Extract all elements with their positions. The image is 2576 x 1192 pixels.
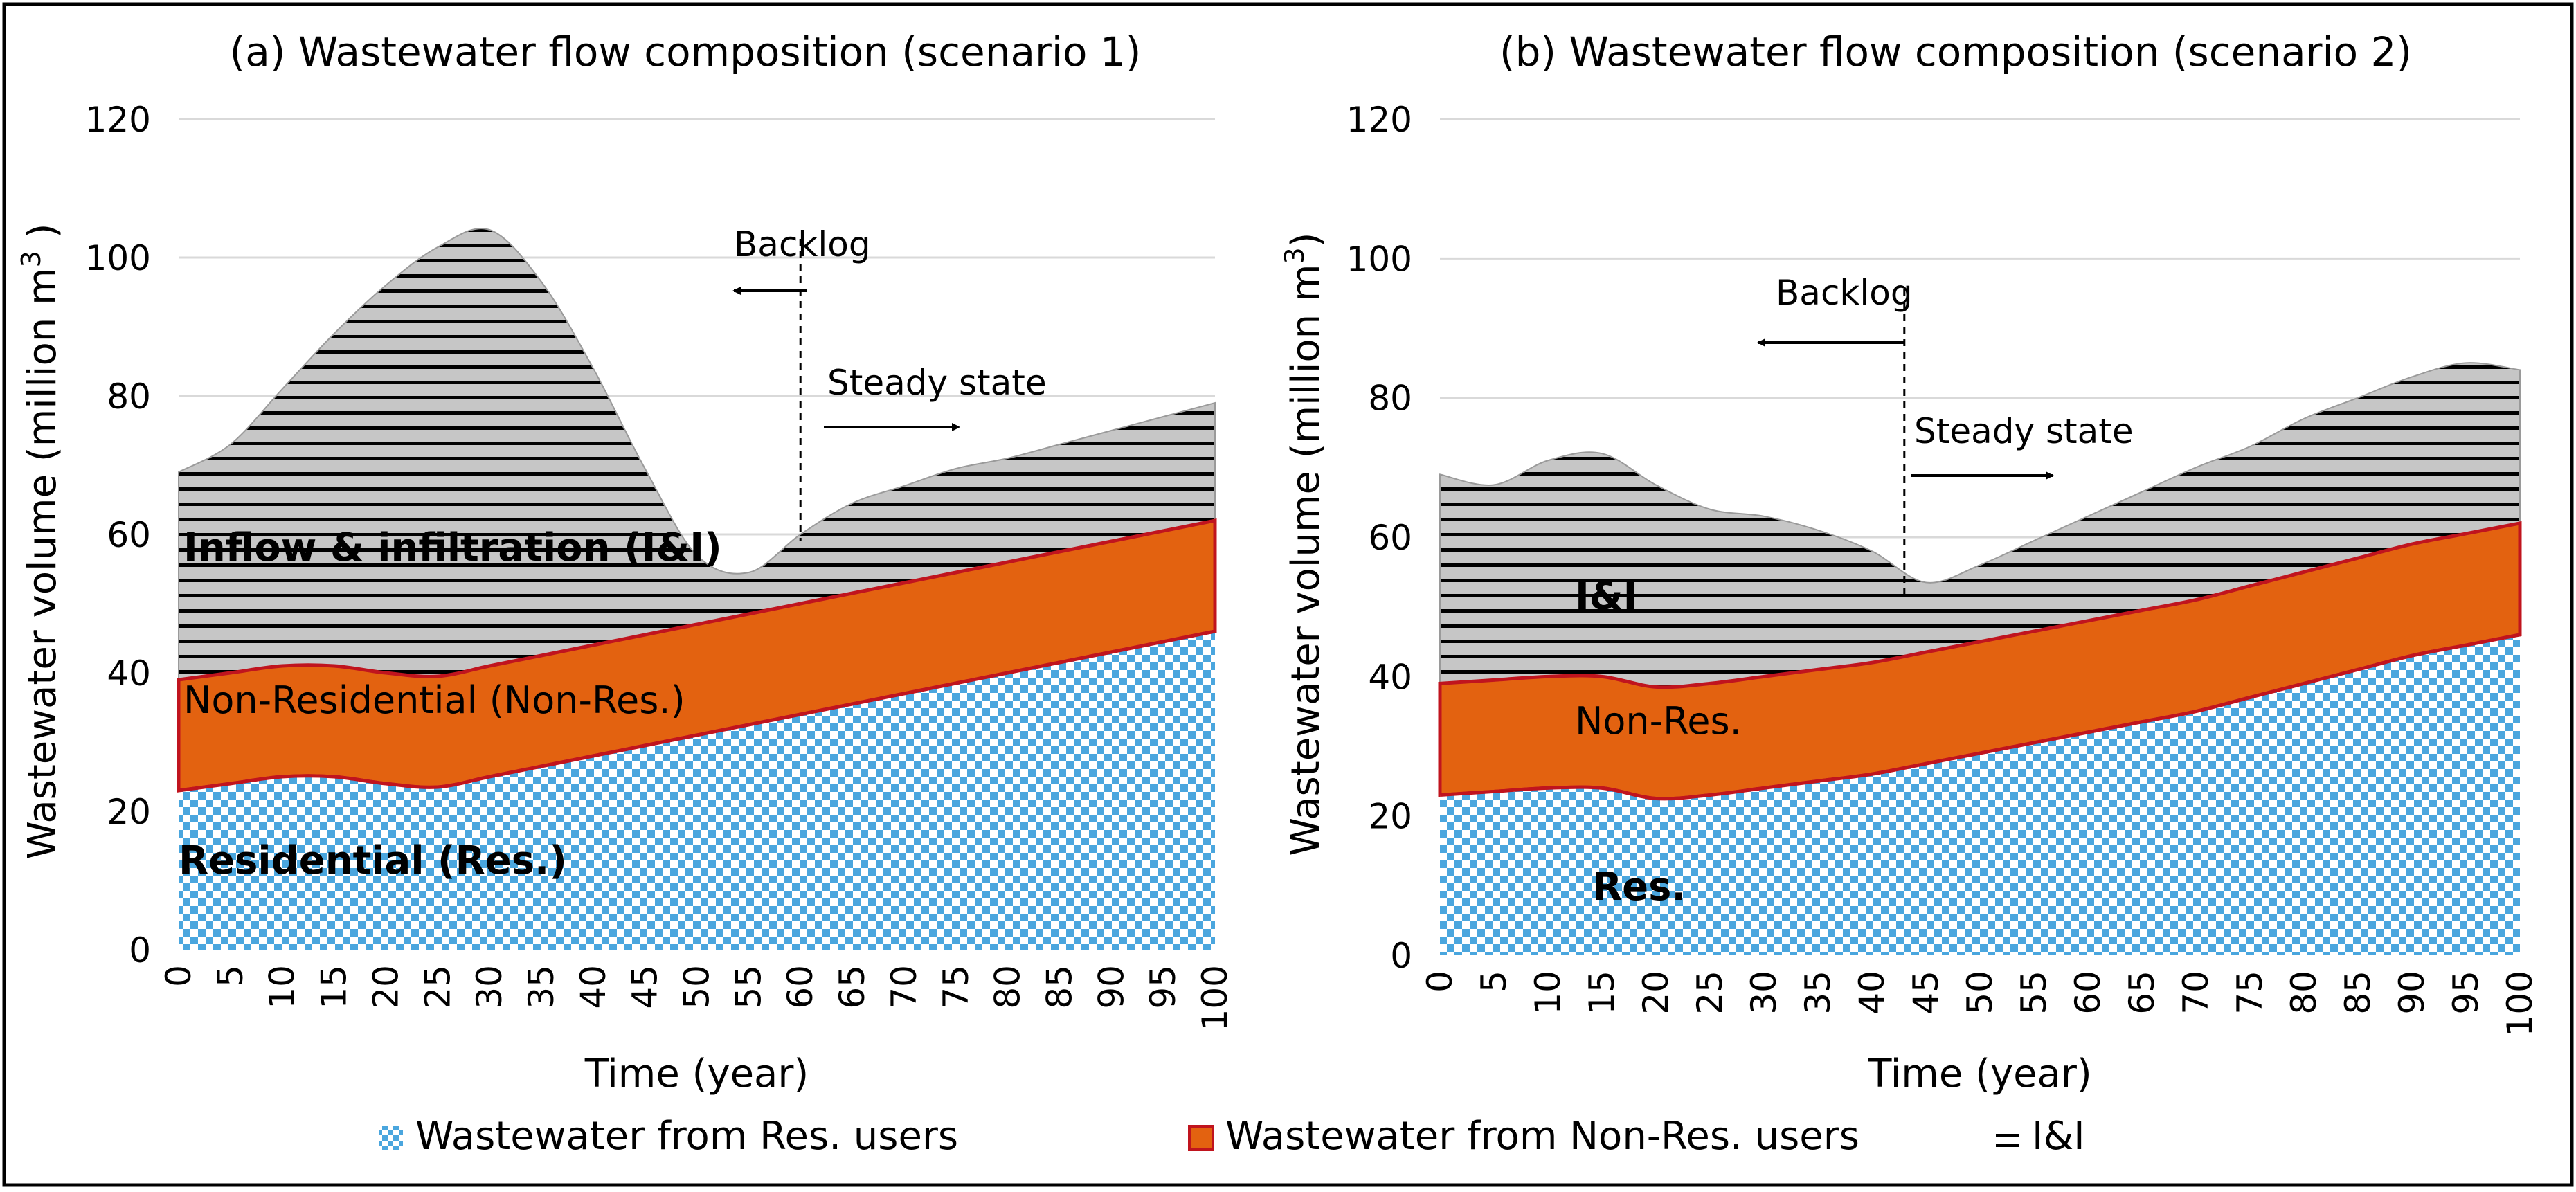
x-tick-label: 30 <box>469 965 510 1009</box>
region-label-ii: I&I <box>1575 574 1638 619</box>
x-axis-label: Time (year) <box>584 1051 809 1096</box>
x-tick-label: 25 <box>417 965 458 1009</box>
y-tick-label: 40 <box>107 653 151 694</box>
y-tick-label: 100 <box>1346 239 1412 279</box>
y-axis-label-close: ) <box>1284 232 1328 247</box>
line-res-boundary <box>1439 633 2521 801</box>
x-tick-label: 65 <box>2122 970 2162 1015</box>
x-tick-label: 5 <box>1474 970 1514 993</box>
x-tick-label: 80 <box>2284 970 2324 1015</box>
y-tick-label: 60 <box>1368 518 1412 558</box>
y-tick-label: 40 <box>1368 657 1412 697</box>
x-tick-label: 85 <box>2338 970 2378 1015</box>
y-tick-label: 120 <box>85 100 151 140</box>
x-tick-label: 70 <box>884 965 924 1009</box>
x-axis-label: Time (year) <box>1867 1051 2091 1096</box>
x-tick-label: 85 <box>1039 965 1079 1009</box>
x-tick-label: 55 <box>2014 970 2054 1015</box>
area-res <box>1440 634 2520 955</box>
y-axis-label-sup: 3 <box>16 251 46 267</box>
y-tick-label: 80 <box>1368 379 1412 419</box>
y-axis-label: Wastewater volume (million m3 ) <box>16 224 65 860</box>
annotation-backlog: Backlog <box>734 224 871 264</box>
x-tick-label: 75 <box>936 965 976 1009</box>
x-tick-label: 25 <box>1690 970 1730 1015</box>
x-tick-label: 35 <box>1798 970 1838 1015</box>
panel-b-title: (b) Wastewater flow composition (scenari… <box>1499 28 2412 75</box>
annotation-steady-state: Steady state <box>1914 411 2134 451</box>
x-tick-label: 50 <box>1960 970 2000 1015</box>
x-tick-label: 45 <box>625 965 665 1009</box>
x-tick-label: 30 <box>1744 970 1784 1015</box>
line-res-boundary <box>178 629 1216 793</box>
x-tick-label: 80 <box>988 965 1028 1009</box>
x-tick-label: 90 <box>2392 970 2432 1015</box>
legend-label-res: Wastewater from Res. users <box>415 1114 958 1159</box>
legend-swatch-ii <box>1996 1128 2019 1148</box>
y-axis-label: Wastewater volume (million m3) <box>1279 232 1328 856</box>
region-label-res: Res. <box>1592 865 1686 910</box>
region-label-ii: Inflow & infiltration (I&I) <box>183 525 722 570</box>
x-tick-label: 60 <box>780 965 820 1009</box>
x-tick-label: 95 <box>2446 970 2486 1015</box>
y-tick-label: 0 <box>1390 936 1412 976</box>
x-tick-label: 50 <box>677 965 717 1009</box>
annotation-steady-state: Steady state <box>827 363 1047 403</box>
y-axis-label-sup: 3 <box>1279 247 1310 264</box>
x-tick-label: 0 <box>1420 970 1460 993</box>
x-tick-label: 40 <box>1852 970 1892 1015</box>
x-tick-label: 90 <box>1091 965 1131 1009</box>
x-tick-label: 0 <box>159 965 199 987</box>
x-tick-label: 65 <box>832 965 872 1009</box>
region-label-res: Residential (Res.) <box>179 838 567 883</box>
y-tick-label: 60 <box>107 515 151 555</box>
legend: Wastewater from Res. users Wastewater fr… <box>379 1114 2085 1159</box>
x-tick-label: 20 <box>1636 970 1676 1015</box>
region-label-nonres: Non-Res. <box>1575 699 1742 743</box>
legend-swatch-res <box>379 1126 403 1150</box>
legend-label-nonres: Wastewater from Non-Res. users <box>1225 1114 1859 1159</box>
y-tick-label: 20 <box>107 792 151 832</box>
x-tick-label: 40 <box>573 965 613 1009</box>
x-tick-label: 70 <box>2176 970 2216 1015</box>
x-tick-label: 100 <box>1195 965 1235 1031</box>
y-tick-label: 100 <box>85 238 151 278</box>
panel-a-title: (a) Wastewater flow composition (scenari… <box>230 28 1142 75</box>
x-tick-label: 60 <box>2068 970 2108 1015</box>
y-axis-label-close: ) <box>20 224 65 251</box>
region-label-nonres: Non-Residential (Non-Res.) <box>183 678 685 722</box>
y-axis-label-main: Wastewater volume (million m <box>1284 264 1328 856</box>
x-tick-label: 10 <box>262 965 303 1009</box>
y-axis-label-main: Wastewater volume (million m <box>20 267 65 859</box>
annotation-backlog: Backlog <box>1776 273 1913 313</box>
x-tick-label: 45 <box>1906 970 1946 1015</box>
x-tick-label: 15 <box>314 965 354 1009</box>
x-tick-label: 75 <box>2230 970 2270 1015</box>
y-tick-label: 80 <box>107 377 151 417</box>
x-tick-label: 10 <box>1528 970 1568 1015</box>
y-tick-label: 20 <box>1368 797 1412 837</box>
x-tick-label: 55 <box>728 965 768 1009</box>
x-tick-label: 100 <box>2500 970 2540 1036</box>
x-tick-label: 15 <box>1582 970 1622 1015</box>
x-tick-label: 5 <box>210 965 251 987</box>
x-tick-label: 35 <box>521 965 561 1009</box>
x-tick-label: 95 <box>1143 965 1183 1009</box>
x-tick-label: 20 <box>366 965 406 1009</box>
area-res <box>179 631 1215 950</box>
y-tick-label: 120 <box>1346 100 1412 140</box>
legend-swatch-nonres <box>1188 1125 1214 1151</box>
y-tick-label: 0 <box>129 930 151 970</box>
legend-label-ii: I&I <box>2032 1114 2085 1159</box>
